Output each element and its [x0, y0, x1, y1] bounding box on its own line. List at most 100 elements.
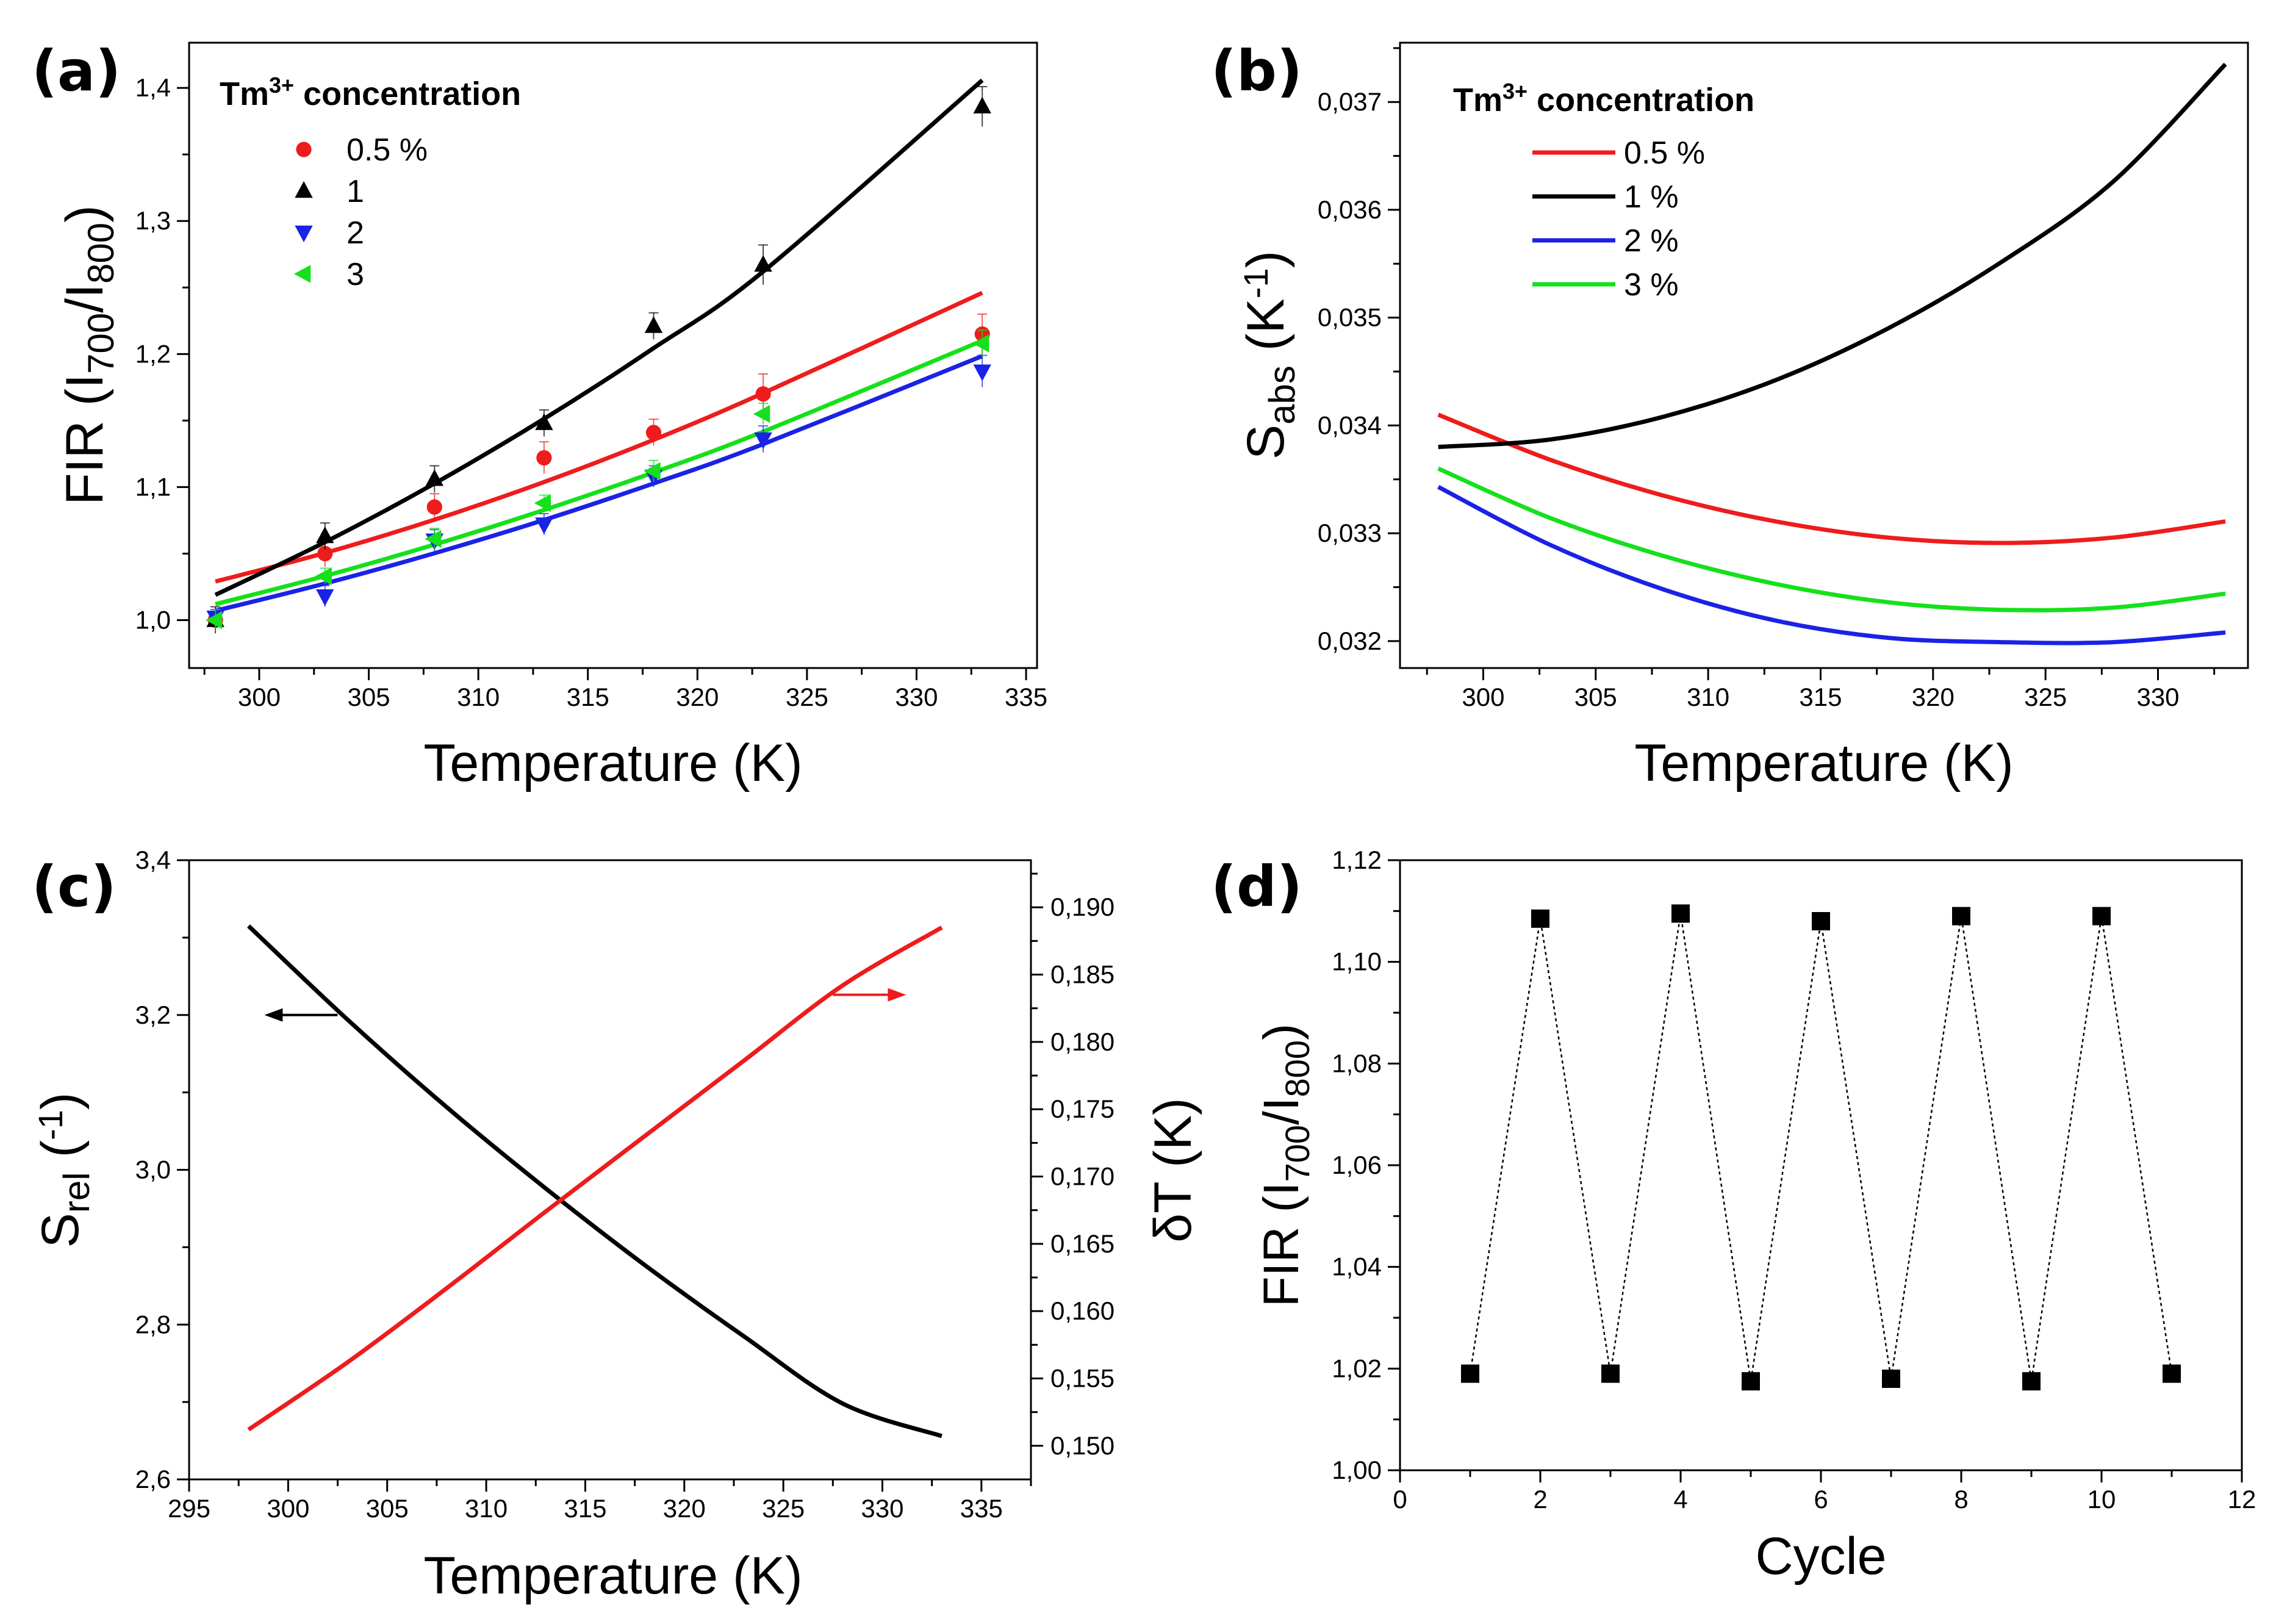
a-fit-1	[214, 78, 984, 597]
d-point	[1882, 1370, 1900, 1388]
a-x-axis-title: Temperature (K)	[423, 734, 802, 792]
d-point	[1671, 904, 1690, 923]
c-arrow-right-head	[888, 988, 906, 1002]
x-tick-label: 325	[786, 683, 828, 711]
b-ticks: 300 305 310 315 320 325 330 0,032 0,033 0,034 0,03…	[1318, 47, 2216, 711]
c-plot-frame	[188, 859, 1032, 1481]
x-tick-label: 335	[960, 1494, 1003, 1523]
y-right-tick-label: 0,185	[1050, 960, 1115, 989]
a-legend-label: 2	[346, 215, 364, 251]
panel-label-b: (b)	[1211, 38, 1302, 104]
d-point	[1812, 912, 1830, 930]
y-tick-label: 1,12	[1332, 846, 1382, 874]
panel-label-c: (c)	[32, 854, 117, 919]
c-curve-0	[246, 924, 942, 1439]
d-point	[1531, 909, 1549, 928]
c-y-axis-title-left: Srel (-1)	[31, 1092, 97, 1248]
b-legend-label: 0.5 %	[1624, 135, 1705, 171]
x-tick-label: 330	[2136, 683, 2179, 711]
y-tick-label: 1,00	[1332, 1456, 1382, 1484]
a-legend-marker	[295, 181, 313, 198]
y-tick-label: 3,4	[135, 846, 171, 874]
a-point	[644, 462, 661, 480]
a-point	[973, 96, 991, 113]
a-point	[317, 545, 333, 562]
a-point	[534, 494, 551, 512]
y-tick-label: 1,06	[1332, 1151, 1382, 1179]
a-point	[536, 450, 552, 466]
y-tick-label: 0,037	[1318, 87, 1382, 116]
c-curve-1	[247, 925, 943, 1432]
a-ticks: 300 305 310 315 320 325 330 335 1,0 1,1 1,2 1,3 1,4	[135, 73, 1047, 711]
y-right-tick-label: 0,180	[1050, 1027, 1115, 1056]
y-tick-label: 1,02	[1332, 1354, 1382, 1382]
x-tick-label: 4	[1673, 1485, 1687, 1514]
b-curve-0	[1437, 412, 2226, 545]
d-point	[2022, 1372, 2041, 1391]
c-y-axis-title-right: δT (K)	[1144, 1098, 1202, 1242]
y-right-tick-label: 0,175	[1050, 1094, 1115, 1123]
a-point	[425, 530, 442, 548]
y-tick-label: 1,10	[1332, 947, 1382, 976]
a-point	[535, 517, 553, 534]
d-series	[1461, 904, 2181, 1391]
y-tick-label: 0,032	[1318, 627, 1382, 655]
y-tick-label: 1,0	[135, 605, 171, 634]
x-tick-label: 320	[663, 1494, 706, 1523]
y-tick-label: 3,2	[135, 1001, 171, 1029]
a-point	[755, 386, 771, 402]
y-right-tick-label: 0,165	[1050, 1229, 1115, 1258]
b-x-axis-title: Temperature (K)	[1634, 734, 2013, 792]
c-ticks: 295 300 305 310 315 320 325 330 335 2,6 2,8 3,0 3,2 3…	[135, 846, 1115, 1523]
a-legend: Tm3+ concentration 0.5 % 1 2 3	[220, 73, 521, 292]
c-arrow-left-head	[264, 1008, 283, 1022]
x-tick-label: 315	[1799, 683, 1842, 711]
d-point	[1952, 907, 1970, 925]
x-tick-label: 8	[1954, 1485, 1968, 1514]
x-tick-label: 305	[1574, 683, 1617, 711]
y-right-tick-label: 0,170	[1050, 1162, 1115, 1191]
a-legend-marker	[296, 142, 312, 157]
x-tick-label: 295	[168, 1494, 210, 1523]
a-point	[535, 413, 553, 430]
y-tick-label: 1,4	[135, 73, 171, 102]
a-data-points	[206, 85, 991, 634]
x-tick-label: 315	[567, 683, 609, 711]
c-x-axis-title: Temperature (K)	[423, 1547, 802, 1605]
a-plot-frame	[188, 41, 1038, 669]
panel-d: (d) 0 2 4 6 8 10 12 1,00 1,02 1,04 1,06 1,08 1,10 1,1…	[1211, 846, 2256, 1586]
d-point	[2092, 907, 2111, 925]
a-point	[315, 526, 334, 544]
d-y-axis-title: FIR (I700/I800)	[1254, 1024, 1316, 1307]
x-tick-label: 310	[1687, 683, 1729, 711]
y-tick-label: 1,1	[135, 472, 171, 501]
y-tick-label: 0,036	[1318, 195, 1382, 224]
d-x-axis-title: Cycle	[1755, 1527, 1886, 1586]
x-tick-label: 310	[457, 683, 500, 711]
d-ticks: 0 2 4 6 8 10 12 1,00 1,02 1,04 1,06 1,08 1,10 1,12	[1332, 846, 2256, 1514]
y-tick-label: 1,08	[1332, 1049, 1382, 1077]
x-tick-label: 10	[2088, 1485, 2116, 1514]
b-legend: Tm3+ concentration 0.5 % 1 % 2 % 3 %	[1453, 79, 1754, 303]
b-legend-label: 2 %	[1624, 223, 1679, 259]
panel-label-a: (a)	[32, 38, 121, 104]
y-right-tick-label: 0,160	[1050, 1296, 1115, 1325]
a-legend-title: Tm3+ concentration	[220, 73, 521, 112]
a-point	[315, 589, 334, 606]
y-tick-label: 0,033	[1318, 519, 1382, 547]
a-y-axis-title: FIR (I700/I800)	[56, 205, 121, 505]
a-point	[206, 611, 223, 630]
x-tick-label: 300	[267, 1494, 309, 1523]
b-legend-title: Tm3+ concentration	[1453, 79, 1754, 118]
y-tick-label: 3,0	[135, 1155, 171, 1184]
a-legend-label: 0.5 %	[346, 132, 428, 168]
x-tick-label: 0	[1393, 1485, 1407, 1514]
d-point	[2163, 1364, 2181, 1383]
panel-a: (a) 300 305 310 315 320 325 330 335 1,0 1,1 1,2 1,3…	[32, 38, 1047, 792]
a-fit-3	[215, 339, 983, 606]
y-tick-label: 0,034	[1318, 411, 1382, 439]
panel-c: (c) 295 300 305 310 315 320 325 330 335 2,6 2,8 3,0…	[31, 846, 1202, 1605]
d-plot-frame	[1399, 859, 2243, 1471]
b-legend-label: 1 %	[1624, 179, 1679, 215]
x-tick-label: 12	[2228, 1485, 2256, 1514]
